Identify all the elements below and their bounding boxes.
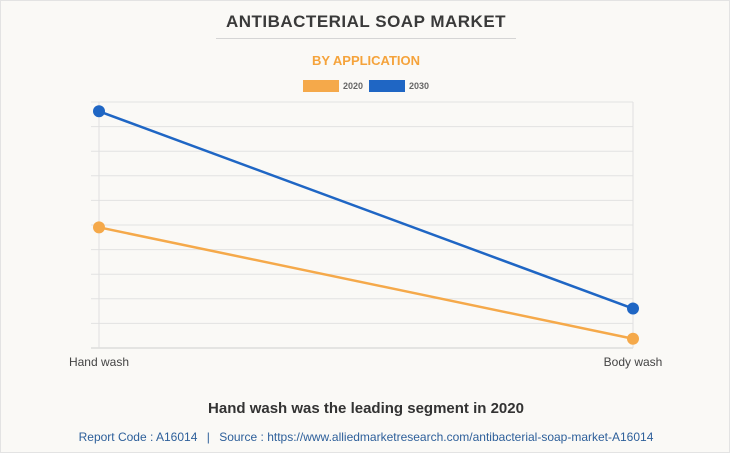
data-point-2030-hand-wash [93,105,105,118]
title-divider [216,38,516,39]
legend-swatch-2030 [369,80,405,92]
legend-label-2030: 2030 [409,81,430,91]
series-line-2020 [98,226,634,340]
legend: 2020 2030 [1,80,730,92]
chart-title: ANTIBACTERIAL SOAP MARKET [225,12,507,31]
data-point-2020-hand-wash [93,221,105,234]
data-point-2030-body-wash [627,302,639,315]
x-tick-label-body-wash: Body wash [604,355,663,369]
footer: Report Code : A16014 | Source : https://… [1,430,730,444]
legend-swatch-2020 [302,80,339,92]
chart-subtitle: BY APPLICATION [311,53,421,68]
legend-item-2030[interactable]: 2030 [369,80,429,92]
report-code: Report Code : A16014 [78,430,198,444]
series-line-2030 [98,110,634,310]
source-link[interactable]: Source : https://www.alliedmarketresearc… [219,430,654,444]
x-tick-label-hand-wash: Hand wash [69,355,129,369]
legend-label-2020: 2020 [342,81,363,91]
legend-item-2020[interactable]: 2020 [302,80,363,92]
chart-caption: Hand wash was the leading segment in 202… [208,400,524,417]
footer-separator: | [206,430,210,444]
data-point-2020-body-wash [627,332,639,345]
